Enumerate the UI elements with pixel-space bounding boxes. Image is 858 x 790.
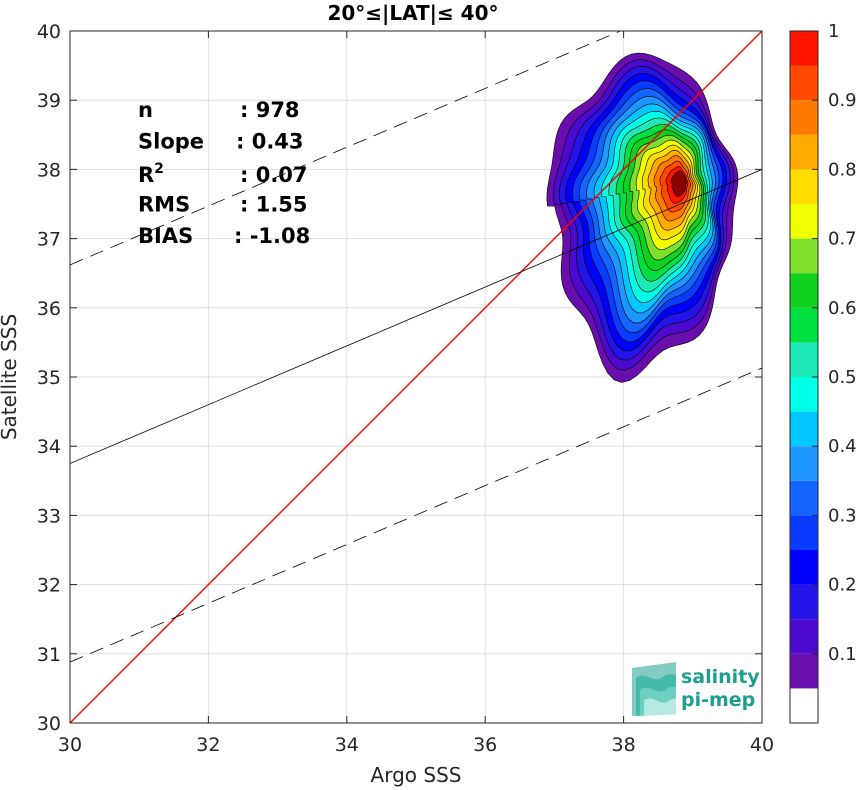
colorbar-tick-label: 0.3 xyxy=(828,505,857,526)
y-tick-label: 30 xyxy=(37,713,61,735)
colorbar-segment xyxy=(790,273,818,308)
colorbar-segment xyxy=(790,134,818,170)
colorbar-segment xyxy=(790,619,818,654)
stat-value: : 978 xyxy=(240,98,300,122)
colorbar-segment xyxy=(790,688,818,723)
stat-value: : -1.08 xyxy=(234,224,310,248)
colorbar-segment xyxy=(790,31,818,66)
colorbar-tick-label: 0.4 xyxy=(828,436,857,457)
colorbar-tick-label: 0.7 xyxy=(828,229,857,250)
fit-line xyxy=(70,169,762,464)
stat-value: : 1.55 xyxy=(240,193,308,217)
x-tick-label: 32 xyxy=(196,734,220,756)
y-tick-label: 37 xyxy=(37,229,61,251)
y-tick-label: 31 xyxy=(37,644,61,666)
stat-superscript: 2 xyxy=(154,161,164,177)
colorbar-segment xyxy=(790,584,818,620)
lower-bound-line xyxy=(70,367,762,663)
stat-label: n xyxy=(138,98,153,122)
colorbar-tick-label: 0.8 xyxy=(828,159,857,180)
stat-value: : 0.07 xyxy=(240,163,308,187)
colorbar-segment xyxy=(790,65,818,101)
chart-title: 20°≤|LAT|≤ 40° xyxy=(327,1,498,25)
colorbar-tick-labels: 0.1 0.2 0.3 0.4 0.5 0.6 0.7 0.8 0.9 1 xyxy=(828,21,857,665)
colorbar-segment xyxy=(790,307,818,343)
x-tick-labels: 30 32 34 36 38 40 xyxy=(58,734,774,756)
colorbar-segment xyxy=(790,377,818,412)
stat-label: BIAS xyxy=(138,224,193,248)
colorbar-segment xyxy=(790,238,818,274)
colorbar-tick-label: 0.1 xyxy=(828,644,857,665)
regression-lines xyxy=(70,31,762,723)
colorbar-segment xyxy=(790,446,818,481)
density-contour-level xyxy=(670,170,687,197)
colorbar-segment xyxy=(790,515,818,550)
stat-label: Slope xyxy=(138,130,204,154)
y-tick-label: 36 xyxy=(37,298,61,320)
colorbar xyxy=(789,30,819,724)
logo-line2: pi-mep xyxy=(681,689,755,711)
colorbar-tick-label: 1 xyxy=(828,21,839,42)
colorbar-tick-label: 0.2 xyxy=(828,575,857,596)
x-tick-label: 30 xyxy=(58,734,82,756)
colorbar-segment xyxy=(790,100,818,135)
colorbar-segment xyxy=(790,550,818,585)
colorbar-tick-label: 0.6 xyxy=(828,298,857,319)
x-tick-label: 36 xyxy=(473,734,497,756)
y-tick-label: 35 xyxy=(37,367,61,389)
y-tick-label: 33 xyxy=(37,505,61,527)
colorbar-tick-label: 0.5 xyxy=(828,367,857,388)
y-tick-labels: 30 31 32 33 34 35 36 37 38 39 40 xyxy=(37,21,61,735)
x-axis-label: Argo SSS xyxy=(371,763,462,787)
colorbar-segment xyxy=(790,653,818,689)
x-tick-label: 38 xyxy=(612,734,636,756)
logo: salinity pi-mep xyxy=(632,662,760,716)
y-tick-label: 40 xyxy=(37,21,61,43)
y-tick-label: 39 xyxy=(37,90,61,112)
stat-value: : 0.43 xyxy=(236,130,304,154)
y-axis-label: Satellite SSS xyxy=(0,314,21,440)
colorbar-segment xyxy=(790,411,818,447)
colorbar-segment xyxy=(790,342,818,377)
colorbar-segment xyxy=(790,169,818,204)
upper-bound-line xyxy=(70,31,622,266)
colorbar-segment xyxy=(790,480,818,516)
colorbar-segment xyxy=(790,204,818,239)
y-tick-label: 34 xyxy=(37,436,61,458)
axes xyxy=(69,30,763,724)
density-contours xyxy=(546,52,739,383)
one-to-one-line xyxy=(70,31,762,723)
salinity-logo-icon xyxy=(632,662,676,716)
y-tick-label: 32 xyxy=(37,575,61,597)
y-tick-label: 38 xyxy=(37,159,61,181)
x-tick-label: 40 xyxy=(750,734,774,756)
x-tick-label: 34 xyxy=(335,734,359,756)
logo-line1: salinity xyxy=(681,666,760,688)
stat-label: RMS xyxy=(138,193,190,217)
colorbar-tick-label: 0.9 xyxy=(828,90,857,111)
